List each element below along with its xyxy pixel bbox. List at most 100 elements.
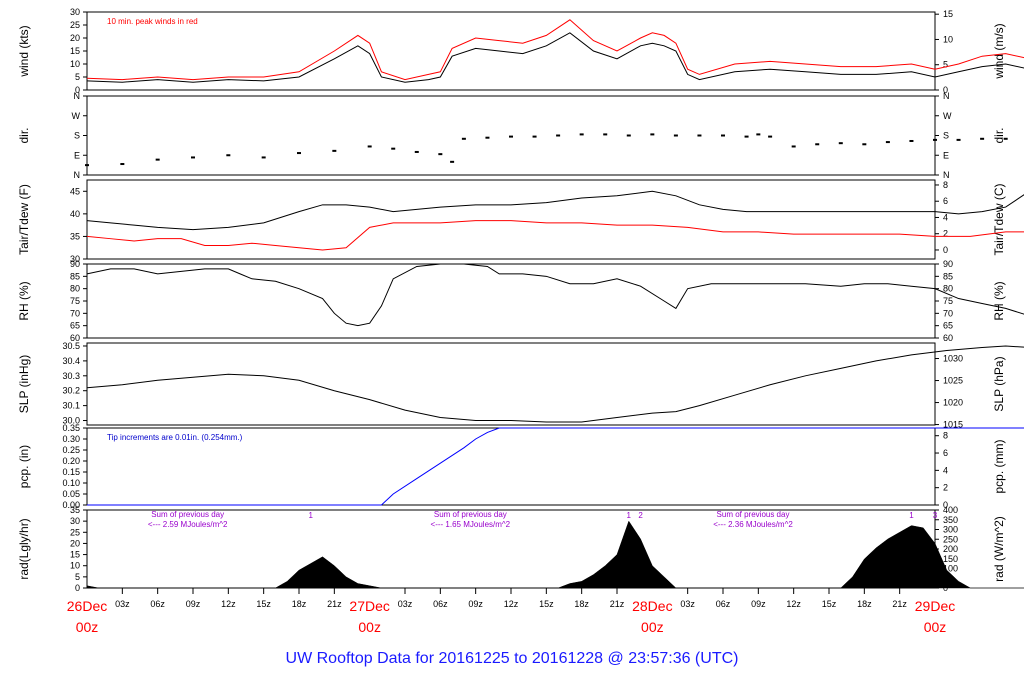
y-tick-label: 30.1 [62,401,80,411]
dir-point [838,142,843,145]
rad-annotation-value: <--- 2.59 MJoules/m^2 [148,520,228,529]
rad-annotation-title: Sum of previous day [434,510,507,519]
y-tick-label-right: 8 [943,180,948,190]
y-tick-label: S [74,131,80,141]
rad-area [86,520,1024,589]
rad-peak-mark: 1 [909,511,914,520]
x-tick-label: 06z [716,599,731,609]
y-tick-label: N [74,170,81,180]
series-line [86,345,1024,423]
y-axis-label-right: rad (W/m^2) [992,516,1006,582]
dir-point [721,134,725,137]
x-tick-label: 12z [504,599,519,609]
dir-point [862,143,867,146]
y-tick-label-right: 0 [943,85,948,95]
y-axis-label: dir. [17,127,31,143]
dir-point [744,135,749,138]
y-tick-label: 0.10 [62,478,80,488]
y-tick-label-right: 8 [943,431,948,441]
y-tick-label-right: 65 [943,321,953,331]
y-tick-label: 80 [70,284,80,294]
y-tick-label: 30.5 [62,341,80,351]
y-tick-label: 30 [70,7,80,17]
y-axis-label: rad(Lgly/hr) [17,518,31,579]
y-tick-label: 20 [70,538,80,548]
y-axis-label-right: SLP (hPa) [992,356,1006,411]
y-tick-label-right: 60 [943,333,953,343]
dir-point [626,134,631,137]
panel-frame [86,95,936,176]
y-tick-label: 0.35 [62,423,80,433]
dir-point [579,133,584,136]
y-tick-label: 30.0 [62,416,80,426]
y-tick-label-right: E [943,150,949,160]
y-tick-label-right: 6 [943,448,948,458]
dir-point [791,145,796,148]
y-axis-label-right: dir. [992,127,1006,143]
y-tick-label-right: 200 [943,544,958,554]
x-tick-label: 03z [398,599,413,609]
day-hour-label: 00z [76,619,99,635]
day-label: 26Dec [67,598,107,614]
panel-frame [86,263,936,339]
y-tick-label-right: 2 [943,483,948,493]
y-tick-label-right: 1015 [943,420,963,430]
day-hour-label: 00z [358,619,381,635]
dir-point [297,152,301,155]
rad-peak-mark: 1 [627,511,632,520]
x-tick-label: 21z [327,599,342,609]
y-tick-label-right: 1020 [943,398,963,408]
series-line [86,190,1024,231]
y-tick-label: 30 [70,254,80,264]
dir-point [85,164,89,167]
y-tick-label: 0.25 [62,445,80,455]
y-tick-label: 35 [70,505,80,515]
y-tick-label: 65 [70,321,80,331]
x-tick-label: 15z [539,599,554,609]
y-axis-label-right: wind (m/s) [992,23,1006,79]
y-tick-label-right: 70 [943,308,953,318]
x-tick-label: 06z [433,599,448,609]
x-tick-label: 06z [150,599,165,609]
dir-point [768,135,773,138]
dir-point [332,149,337,152]
x-tick-label: 03z [115,599,130,609]
y-tick-label: 45 [70,186,80,196]
y-axis-label-right: RH (%) [992,281,1006,320]
y-tick-label-right: 2 [943,229,948,239]
dir-point [909,139,914,142]
dir-point [155,158,160,161]
dir-point [226,154,231,157]
y-tick-label: 30.2 [62,386,80,396]
y-tick-label: 75 [70,296,80,306]
y-tick-label: 25 [70,527,80,537]
y-tick-label: 0 [75,583,80,593]
y-tick-label: 0.00 [62,500,80,510]
dir-point [885,141,890,144]
rad-annotation-value: <--- 1.65 MJoules/m^2 [431,520,511,529]
y-tick-label-right: 10 [943,34,953,44]
y-tick-label-right: 85 [943,271,953,281]
y-tick-label: 60 [70,333,80,343]
rad-peak-mark: 2 [638,511,643,520]
y-tick-label: 0.15 [62,467,80,477]
dir-point [756,133,761,136]
panel-annotation: 10 min. peak winds in red [107,17,198,26]
y-tick-label-right: 6 [943,196,948,206]
x-tick-label: 15z [822,599,837,609]
y-tick-label-right: 90 [943,259,953,269]
y-tick-label: 0.30 [62,434,80,444]
y-tick-label-right: S [943,131,949,141]
dir-point [261,156,266,159]
x-tick-label: 21z [892,599,907,609]
y-tick-label: 90 [70,259,80,269]
y-axis-label: RH (%) [17,281,31,320]
rad-peak-mark: 1 [309,511,314,520]
panel-frame [86,179,936,260]
y-tick-label-right: 80 [943,284,953,294]
y-tick-label-right: 150 [943,554,958,564]
y-tick-label: 30.4 [62,356,80,366]
day-hour-label: 00z [641,619,664,635]
y-axis-label: Tair/Tdew (F) [17,184,31,255]
